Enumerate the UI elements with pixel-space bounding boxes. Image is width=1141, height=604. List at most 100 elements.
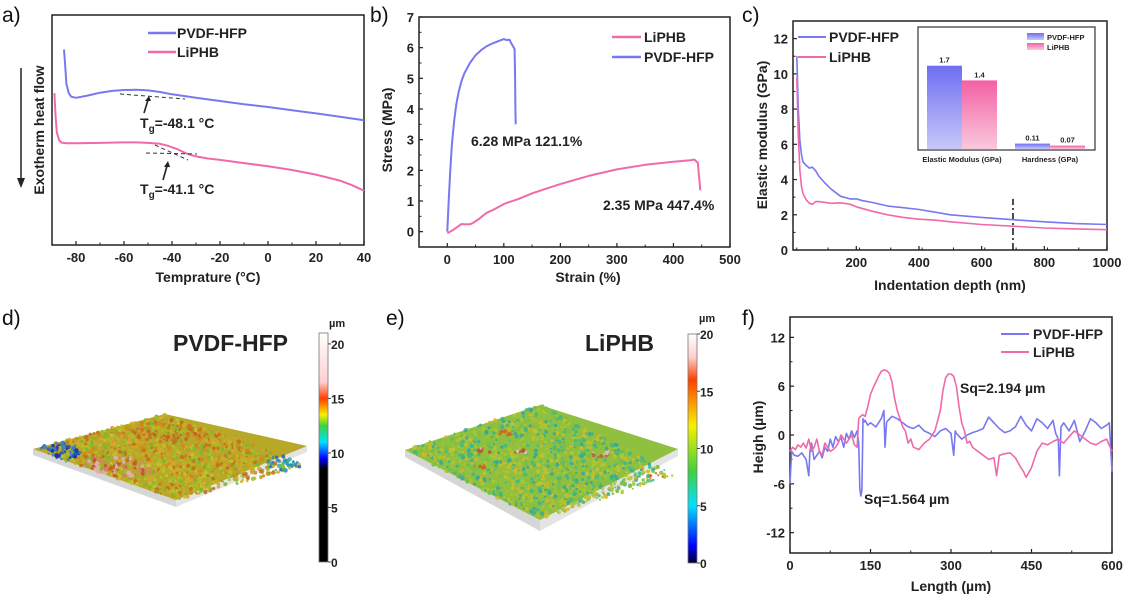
colorbar-d [318, 332, 329, 563]
tg-annotation-liphb: Tg=-41.1 °C [140, 181, 214, 201]
x-tick-label: -80 [67, 250, 86, 265]
legend-b: LiPHB PVDF-HFP [612, 29, 714, 65]
y-tick-label: 10 [774, 67, 788, 82]
surface-slab-front-left [33, 449, 176, 507]
legend-label-liphb: LiPHB [177, 44, 219, 60]
inset-legend-label-liphb: LiPHB [1047, 43, 1070, 52]
colorbar-tick-label: 10 [700, 443, 714, 457]
y-tick-label: 0 [778, 428, 785, 443]
panel-f: f) 0 150 300 450 600 -12 -6 0 6 12 Length (µm) H… [742, 307, 1123, 594]
surface-3d-pvdf [33, 412, 307, 507]
y-tick-label: 7 [407, 10, 414, 25]
legend-a: PVDF-HFP LiPHB [148, 25, 247, 60]
x-tick-label: 150 [860, 558, 882, 573]
x-tick-label: 20 [309, 250, 323, 265]
x-tick-label: -40 [163, 250, 182, 265]
inset-category-elastic: Elastic Modulus (GPa) [922, 155, 1002, 164]
legend-label-pvdf: PVDF-HFP [1033, 326, 1103, 342]
panel-a: a) -80 -60 -40 -20 0 20 40 Temprature (°C) Exo… [2, 4, 371, 285]
colorbar-tick-label: 15 [331, 392, 345, 406]
inset-bar-label: 1.4 [974, 70, 985, 79]
legend-f: PVDF-HFP LiPHB [1001, 326, 1103, 360]
inset-legend-swatch-liphb [1027, 43, 1044, 50]
panel-label-c: c) [742, 4, 760, 27]
y-tick-label: 0 [781, 243, 788, 258]
tg-arrow-icon-liphb [162, 161, 170, 181]
y-tick-label: -12 [766, 526, 785, 541]
annotation-pvdf-max: 6.28 MPa 121.1% [471, 133, 583, 149]
y-tick-label: 6 [781, 137, 788, 152]
inset-bar-label: 0.07 [1060, 136, 1075, 145]
series-line-pvdf-hfp [446, 38, 517, 232]
inset-bar-label: 1.7 [939, 56, 949, 65]
y-ticks-c: 0 2 4 6 8 10 12 [774, 32, 797, 258]
y-tick-label: 6 [407, 41, 414, 56]
tg-arrow-icon-pvdf [143, 96, 151, 114]
x-tick-label: 200 [550, 252, 572, 267]
series-line-liphb [789, 369, 1113, 479]
inset-bars: 1.7 0.11 1.4 0.07 [927, 56, 1085, 149]
inset-category-hardness: Hardness (GPa) [1022, 155, 1079, 164]
y-tick-label: 2 [407, 163, 414, 178]
colorbar-tick-label: 20 [331, 338, 345, 352]
surface-texture [407, 404, 674, 519]
legend-label-pvdf: PVDF-HFP [644, 49, 714, 65]
series-line-liphb [53, 93, 365, 192]
series-a [53, 49, 365, 192]
inset-bar-label: 0.11 [1025, 134, 1039, 143]
y-tick-label: 2 [781, 208, 788, 223]
inset-bar-chart: 1.7 0.11 1.4 0.07 PVDF-HFP LiPHB Elastic Mo… [917, 26, 1096, 164]
x-tick-label: 1000 [1093, 255, 1122, 270]
colorbar-tick-label: 15 [700, 385, 714, 399]
x-tick-label: -60 [115, 250, 134, 265]
y-tick-label: 5 [407, 71, 414, 86]
x-tick-label: 400 [908, 255, 930, 270]
colorbar-tick-label: 0 [331, 556, 338, 570]
x-tick-label: 600 [1101, 558, 1123, 573]
plot-frame-c [792, 20, 1108, 251]
x-ticks-f: 0 150 300 450 600 [786, 549, 1123, 573]
y-tick-label: 8 [781, 102, 788, 117]
panel-d: d) PVDF-HFP µm 0 5 10 15 20 [2, 307, 345, 570]
y-tick-label: 12 [771, 330, 785, 345]
surface-slab-front-left [405, 450, 540, 531]
inset-bar-pvdf-hfp [1015, 143, 1050, 149]
panel-c: c) 200 400 600 800 1000 0 2 4 6 8 10 12 Indentatio… [742, 4, 1121, 293]
series-line-pvdf-hfp [789, 409, 1113, 497]
y-axis-label-a: Exotherm heat flow [31, 65, 47, 194]
plot-frame-b [418, 16, 731, 248]
y-tick-label: 1 [407, 194, 414, 209]
tg-annotation-pvdf: Tg=-48.1 °C [140, 115, 214, 135]
inset-legend: PVDF-HFP LiPHB [1027, 33, 1085, 52]
x-axis-label-a: Temprature (°C) [156, 269, 261, 285]
surface-title-e: LiPHB [585, 330, 654, 356]
colorbar-tick-label: 20 [700, 328, 714, 342]
inset-legend-label-pvdf: PVDF-HFP [1047, 33, 1085, 42]
panel-e: e) LiPHB µm 0 5 10 15 20 [386, 307, 715, 571]
colorbar-tick-label: 0 [700, 557, 707, 571]
y-tick-label: 12 [774, 32, 788, 47]
panel-label-d: d) [2, 307, 21, 330]
inset-legend-swatch-pvdf [1027, 33, 1044, 40]
colorbar-ticks-d: 0 5 10 15 20 [328, 338, 345, 570]
y-tick-label: 4 [781, 173, 789, 188]
annotation-sq-liphb: Sq=2.194 µm [960, 380, 1046, 396]
x-tick-label: 0 [444, 252, 451, 267]
surface-top [33, 414, 307, 500]
x-axis-label-b: Strain (%) [555, 269, 620, 285]
surface-texture [39, 412, 302, 500]
x-tick-label: 450 [1021, 558, 1043, 573]
x-axis-label-f: Length (µm) [911, 578, 991, 594]
y-tick-label: 4 [407, 102, 415, 117]
x-ticks-a: -80 -60 -40 -20 0 20 40 [51, 241, 371, 265]
series-line-liphb [446, 158, 702, 235]
x-tick-label: -20 [211, 250, 230, 265]
x-tick-label: 200 [845, 255, 867, 270]
y-tick-label: -6 [773, 477, 785, 492]
colorbar-e [687, 333, 698, 564]
annotation-sq-pvdf: Sq=1.564 µm [864, 491, 950, 507]
tg-tangent-lines-a [119, 93, 198, 161]
colorbar-unit-e: µm [699, 313, 715, 325]
surface-3d-liphb [405, 404, 678, 531]
